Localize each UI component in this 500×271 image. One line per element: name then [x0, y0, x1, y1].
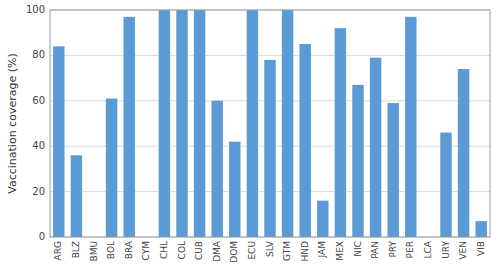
x-tick-label: DMA — [212, 240, 222, 262]
y-tick-label: 0 — [39, 231, 45, 242]
bar — [211, 101, 222, 237]
bar — [53, 46, 64, 237]
y-axis: 0 20 40 60 80 100 — [26, 4, 45, 242]
grid — [50, 10, 490, 237]
bar — [387, 103, 398, 237]
bar — [194, 10, 205, 237]
bar — [176, 10, 187, 237]
x-tick-label: VEN — [458, 241, 468, 260]
x-tick-label: GTM — [282, 241, 292, 261]
x-tick-label: BLZ — [71, 241, 81, 258]
x-tick-label: PER — [405, 241, 415, 258]
x-tick-label: JAM — [317, 241, 327, 258]
bar — [71, 155, 82, 237]
bar — [282, 10, 293, 237]
y-tick-label: 80 — [32, 49, 45, 60]
x-tick-label: BOL — [106, 241, 116, 259]
bar — [229, 142, 240, 237]
y-tick-label: 20 — [32, 186, 45, 197]
chart: 0 20 40 60 80 100 ARG BLZ BMU BOL BRA CYM CHL COL CUB D… — [0, 0, 500, 271]
x-tick-label: SLV — [265, 240, 275, 257]
bars — [53, 10, 487, 237]
bar — [405, 17, 416, 237]
y-axis-label: Vaccination coverage (%) — [6, 53, 19, 193]
x-tick-label: URY — [441, 241, 451, 259]
grid-line — [50, 55, 490, 56]
bar — [458, 69, 469, 237]
x-tick-label: NIC — [353, 241, 363, 257]
x-tick-label: VIB — [476, 241, 486, 256]
x-tick-label: PAN — [370, 241, 380, 259]
bar — [317, 201, 328, 237]
x-tick-label: BMU — [89, 241, 99, 262]
bar — [299, 44, 310, 237]
x-tick-label: COL — [177, 241, 187, 259]
bar — [440, 133, 451, 237]
x-tick-label: DOM — [229, 241, 239, 263]
x-tick-label: MEX — [335, 241, 345, 261]
bar — [106, 99, 117, 237]
x-tick-label: ECU — [247, 241, 257, 260]
x-tick-label: CHL — [159, 241, 169, 259]
bar — [264, 60, 275, 237]
bar — [475, 221, 486, 237]
bar — [352, 85, 363, 237]
x-axis: ARG BLZ BMU BOL BRA CYM CHL COL CUB DMA DOM ECU SLV G… — [53, 240, 485, 263]
x-tick-label: LCA — [423, 240, 433, 258]
x-tick-label: CYM — [141, 241, 151, 260]
y-tick-label: 40 — [32, 140, 45, 151]
x-tick-label: ARG — [53, 241, 63, 260]
x-tick-label: CUB — [194, 241, 204, 260]
y-tick-label: 60 — [32, 95, 45, 106]
x-tick-label: PRY — [388, 241, 398, 258]
x-tick-label: BRA — [124, 240, 134, 259]
bar — [247, 10, 258, 237]
bar — [159, 10, 170, 237]
bar — [123, 17, 134, 237]
chart-container: 0 20 40 60 80 100 ARG BLZ BMU BOL BRA CYM CHL COL CUB D… — [0, 0, 500, 271]
y-tick-label: 100 — [26, 4, 45, 15]
x-tick-label: HND — [300, 241, 310, 262]
bar — [370, 58, 381, 237]
bar — [335, 28, 346, 237]
plot-frame — [50, 10, 490, 237]
